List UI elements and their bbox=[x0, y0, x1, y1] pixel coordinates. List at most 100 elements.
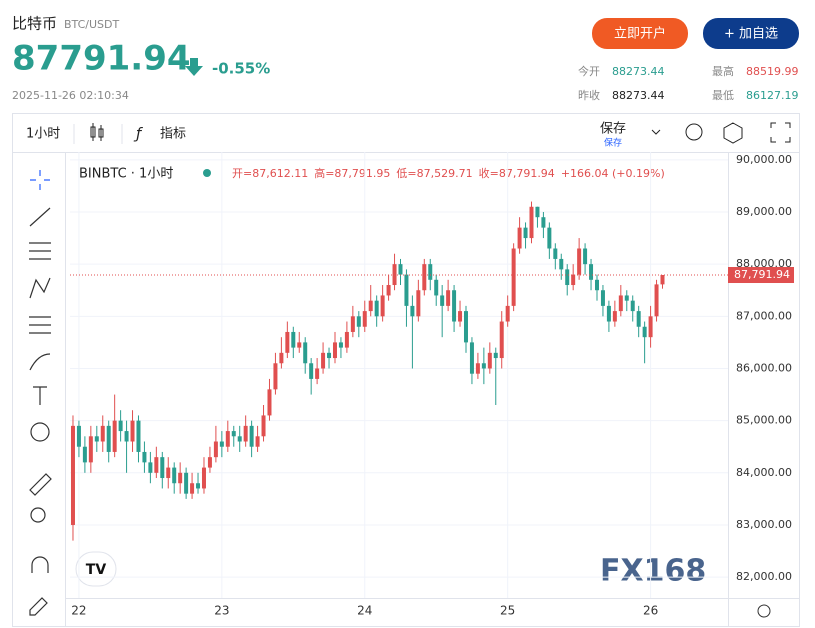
candle-body bbox=[279, 352, 284, 364]
candle-body bbox=[237, 436, 242, 442]
legend-item: 高=87,791.95 bbox=[314, 166, 390, 180]
candle-body bbox=[535, 206, 540, 218]
candle-body bbox=[178, 472, 183, 484]
y-tick-label: 89,000.00 bbox=[736, 205, 792, 218]
down-arrow bbox=[185, 58, 203, 76]
candle-body bbox=[630, 300, 635, 312]
projection-tool[interactable] bbox=[29, 316, 51, 334]
plot: 82,000.00 83,000.00 84,000.00 85,000.00 86,0… bbox=[66, 152, 800, 626]
timestamp: 2025-11-26 02:10:34 bbox=[12, 89, 129, 102]
candle-body bbox=[410, 305, 415, 317]
candle-body bbox=[207, 457, 212, 468]
fib-tool[interactable] bbox=[29, 242, 51, 260]
drawing-tools bbox=[29, 170, 52, 616]
candle-body bbox=[124, 431, 129, 442]
legend-item: 收=87,791.94 bbox=[479, 166, 555, 180]
candle-body bbox=[362, 311, 367, 327]
candle-body bbox=[654, 284, 659, 317]
candle-body bbox=[315, 368, 320, 379]
candle-body bbox=[112, 420, 117, 452]
candle-body bbox=[196, 483, 201, 489]
stat-label: 昨收 bbox=[578, 88, 600, 102]
axis-settings[interactable] bbox=[757, 604, 771, 618]
coin-name: 比特币 bbox=[12, 15, 57, 33]
candle-body bbox=[481, 363, 486, 369]
brush-tool[interactable] bbox=[29, 353, 51, 371]
candle-body bbox=[440, 295, 445, 306]
candle-body bbox=[428, 264, 433, 280]
candle-body bbox=[327, 352, 332, 359]
fullscreen-icon[interactable] bbox=[770, 122, 791, 143]
candle-body bbox=[130, 420, 135, 442]
pattern-tool[interactable] bbox=[29, 277, 51, 299]
watchlist-button[interactable] bbox=[703, 18, 799, 49]
fx-icon[interactable]: ƒ bbox=[133, 125, 143, 143]
candle-body bbox=[374, 300, 379, 317]
candle-body bbox=[303, 342, 308, 364]
candle-body bbox=[463, 311, 468, 343]
interval[interactable]: 1小时 bbox=[26, 127, 60, 142]
candle-body bbox=[493, 352, 498, 359]
zoom-tool[interactable] bbox=[30, 507, 46, 523]
candle-body bbox=[356, 316, 361, 327]
indicators[interactable]: 指标 bbox=[160, 127, 186, 142]
candle-body bbox=[458, 311, 463, 322]
candle-body bbox=[285, 331, 290, 353]
candle-body bbox=[660, 275, 665, 285]
candle-body bbox=[618, 295, 623, 312]
candle-body bbox=[160, 457, 165, 479]
candle-body bbox=[100, 425, 105, 442]
chart-frame bbox=[12, 113, 800, 627]
stat-value: 88519.99 bbox=[746, 65, 799, 78]
trendline-tool[interactable] bbox=[29, 207, 51, 227]
ruler-tool[interactable] bbox=[29, 473, 52, 496]
dropdown-icon[interactable] bbox=[651, 129, 661, 135]
candle-body bbox=[297, 342, 302, 348]
candle-body bbox=[529, 206, 534, 239]
candle-body bbox=[523, 227, 528, 239]
candle-body bbox=[82, 446, 87, 463]
candle-body bbox=[398, 264, 403, 275]
text-tool[interactable] bbox=[33, 386, 47, 405]
eraser-tool[interactable] bbox=[29, 597, 48, 616]
candle-body bbox=[344, 331, 349, 348]
candle-body bbox=[541, 217, 546, 228]
candle-body bbox=[594, 279, 599, 291]
candle-body bbox=[517, 227, 522, 249]
settings-icon[interactable] bbox=[723, 122, 743, 144]
button-label[interactable]: + 加自选 bbox=[724, 27, 778, 42]
magnet-tool[interactable] bbox=[31, 556, 49, 573]
candle-body bbox=[88, 436, 93, 463]
candle-body bbox=[368, 300, 373, 312]
pair: BTC/USDT bbox=[64, 18, 120, 31]
save[interactable]: 保存 bbox=[600, 122, 626, 137]
stat-label: 最低 bbox=[712, 89, 734, 102]
stat-value: 88273.44 bbox=[612, 89, 665, 102]
alert-icon[interactable] bbox=[685, 123, 703, 141]
x-tick-label: 24 bbox=[357, 604, 372, 618]
save-sub[interactable]: 保存 bbox=[604, 137, 622, 149]
button-label[interactable]: 立即开户 bbox=[614, 26, 666, 42]
candle-body bbox=[452, 290, 457, 322]
open-account-button[interactable] bbox=[592, 18, 688, 49]
last-price-label: 87,791.94 bbox=[734, 268, 790, 281]
candle-body bbox=[648, 316, 653, 338]
candle-body bbox=[321, 352, 326, 369]
change: -0.55% bbox=[212, 60, 270, 78]
candle-body bbox=[559, 258, 564, 270]
candle-icon[interactable] bbox=[90, 123, 104, 141]
candle-body bbox=[184, 472, 189, 494]
emoji-tool[interactable] bbox=[30, 422, 50, 442]
y-tick-label: 83,000.00 bbox=[736, 518, 792, 531]
candle-body bbox=[136, 420, 141, 452]
candle-body bbox=[76, 425, 81, 447]
candle-body bbox=[70, 425, 75, 525]
candle-body bbox=[636, 311, 641, 327]
crosshair-tool[interactable] bbox=[30, 170, 50, 190]
candle-body bbox=[583, 248, 588, 265]
candle-body bbox=[386, 285, 391, 296]
candle-body bbox=[231, 431, 236, 437]
candle-body bbox=[332, 342, 337, 359]
x-tick-label: 22 bbox=[71, 604, 86, 618]
